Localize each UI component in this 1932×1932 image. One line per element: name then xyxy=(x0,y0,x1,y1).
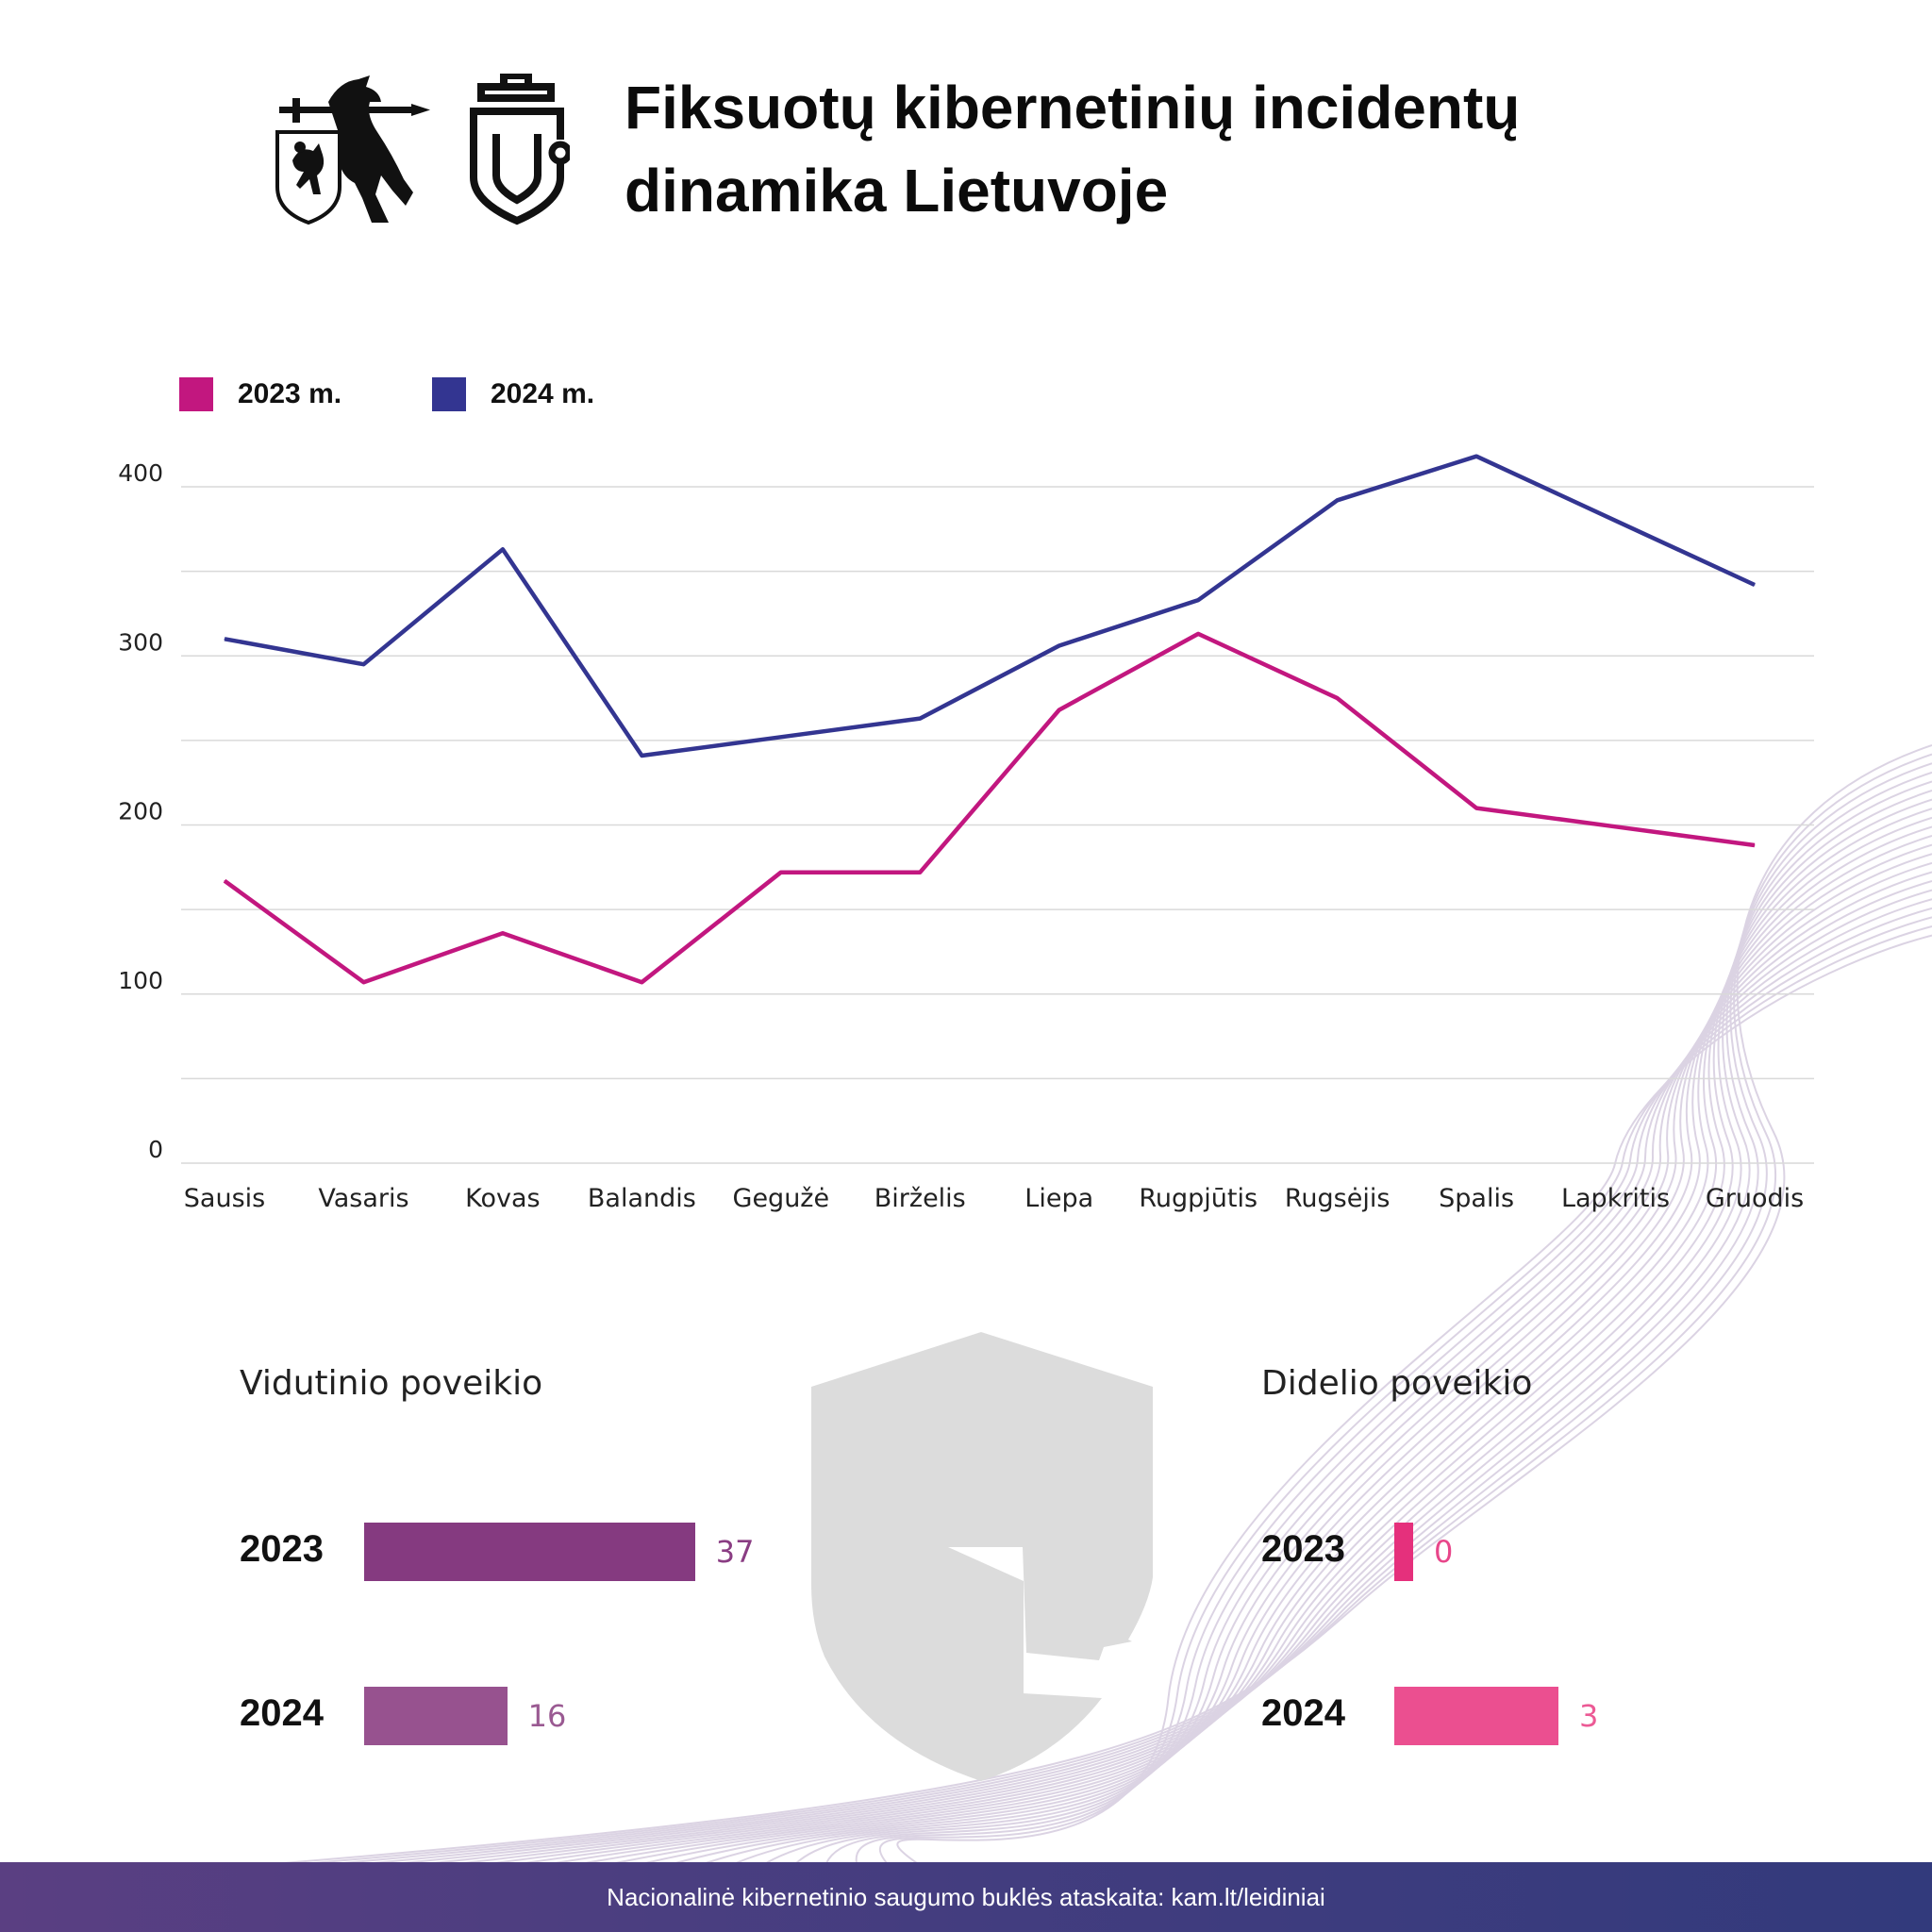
data-point xyxy=(1337,697,1339,699)
high-impact-bar-2023 xyxy=(1394,1523,1413,1581)
x-tick-label: Balandis xyxy=(588,1184,696,1213)
x-tick-label: Kovas xyxy=(465,1184,540,1213)
bar-value-label: 37 xyxy=(715,1534,755,1570)
x-tick-label: Lapkritis xyxy=(1561,1184,1670,1213)
wave-line xyxy=(705,871,1932,1864)
data-point xyxy=(919,718,921,720)
data-point xyxy=(641,981,642,983)
x-tick-label: Vasaris xyxy=(318,1184,408,1213)
y-tick-label: 200 xyxy=(118,798,163,825)
wave-line xyxy=(795,898,1932,1864)
title-line-1: Fiksuotų kibernetinių incidentų xyxy=(625,74,1521,142)
medium-impact-title: Vidutinio poveikio xyxy=(240,1364,543,1403)
x-tick-label: Liepa xyxy=(1024,1184,1093,1213)
data-point xyxy=(641,755,642,757)
grid-lines xyxy=(181,486,1814,1164)
legend-swatch-2024 xyxy=(432,377,466,411)
x-tick-label: Birželis xyxy=(874,1184,966,1213)
high-impact-row-2023: 2023 0 xyxy=(1261,1523,1733,1583)
series-line-2023 xyxy=(223,631,1756,985)
bar-value-label: 16 xyxy=(527,1698,567,1734)
medium-impact-bar-2024 xyxy=(364,1687,508,1745)
data-point xyxy=(1615,825,1617,827)
x-axis-ticks: Sausis Vasaris Kovas Balandis Gegužė Birželis… xyxy=(184,1184,1804,1213)
x-tick-label: Sausis xyxy=(184,1184,265,1213)
data-point xyxy=(780,736,782,738)
footer-banner: Nacionalinė kibernetinio saugumo buklės … xyxy=(0,1862,1932,1932)
series-line-2024 xyxy=(224,454,1756,758)
high-impact-title: Didelio poveikio xyxy=(1261,1364,1533,1403)
data-point xyxy=(1754,844,1756,846)
wave-line xyxy=(855,916,1932,1864)
wave-line xyxy=(896,934,1932,1864)
data-point xyxy=(362,663,364,665)
data-point xyxy=(1197,599,1199,601)
data-point xyxy=(502,932,504,934)
y-tick-label: 300 xyxy=(118,628,163,656)
data-point xyxy=(1197,633,1199,635)
x-tick-label: Spalis xyxy=(1439,1184,1514,1213)
data-point xyxy=(1058,709,1060,711)
high-impact-bar-2024 xyxy=(1394,1687,1558,1745)
data-point xyxy=(1337,499,1339,501)
x-tick-label: Rugpjūtis xyxy=(1139,1184,1257,1213)
wave-line xyxy=(675,861,1932,1864)
legend-item-2024: 2024 m. xyxy=(432,375,594,413)
x-tick-label: Rugsėjis xyxy=(1285,1184,1391,1213)
legend-item-2023: 2023 m. xyxy=(179,375,341,413)
cyber-security-shield-logo-icon xyxy=(470,74,570,225)
medium-impact-row-2023: 2023 37 xyxy=(240,1523,768,1583)
data-point xyxy=(1754,584,1756,586)
data-point xyxy=(1058,644,1060,646)
medium-impact-row-2024: 2024 16 xyxy=(240,1687,768,1747)
page-title: Fiksuotų kibernetinių incidentų dinamika… xyxy=(625,66,1757,232)
series-lines xyxy=(223,454,1756,985)
x-tick-label: Gegužė xyxy=(733,1184,830,1213)
wave-line xyxy=(614,843,1932,1864)
wave-line xyxy=(644,853,1932,1864)
y-axis-ticks: 0 100 200 300 400 xyxy=(118,459,163,1163)
legend-label-2024: 2024 m. xyxy=(491,378,595,409)
bar-value-label: 3 xyxy=(1579,1698,1599,1734)
data-point xyxy=(919,872,921,874)
wave-line xyxy=(765,889,1932,1864)
data-point xyxy=(1475,456,1477,458)
data-point xyxy=(362,981,364,983)
watermark-shield-icon xyxy=(811,1332,1153,1781)
bar-year-label: 2023 xyxy=(240,1528,324,1570)
footer-text: Nacionalinė kibernetinio saugumo buklės … xyxy=(607,1882,1325,1911)
title-line-2: dinamika Lietuvoje xyxy=(625,157,1169,225)
bar-year-label: 2024 xyxy=(1261,1692,1345,1734)
wave-line xyxy=(878,925,1932,1864)
data-point xyxy=(780,872,782,874)
y-tick-label: 400 xyxy=(118,459,163,487)
wave-lines-decoration xyxy=(282,744,1932,1864)
high-impact-row-2024: 2024 3 xyxy=(1261,1687,1733,1747)
x-tick-label: Gruodis xyxy=(1706,1184,1804,1213)
bar-year-label: 2023 xyxy=(1261,1528,1345,1570)
line-chart: 0 100 200 300 400 Sausis Vasaris Kovas Balandis… xyxy=(118,454,1814,1213)
legend-label-2023: 2023 m. xyxy=(238,378,342,409)
data-point xyxy=(502,548,504,550)
data-point xyxy=(1615,520,1617,522)
medium-impact-bar-2023 xyxy=(364,1523,695,1581)
legend-swatch-2023 xyxy=(179,377,213,411)
bar-value-label: 0 xyxy=(1434,1534,1454,1570)
bar-year-label: 2024 xyxy=(240,1692,324,1734)
wave-line xyxy=(735,880,1932,1864)
wave-line xyxy=(825,907,1932,1864)
y-tick-label: 0 xyxy=(148,1136,163,1163)
y-tick-label: 100 xyxy=(118,967,163,994)
ministry-of-defence-logo-icon xyxy=(275,75,430,225)
